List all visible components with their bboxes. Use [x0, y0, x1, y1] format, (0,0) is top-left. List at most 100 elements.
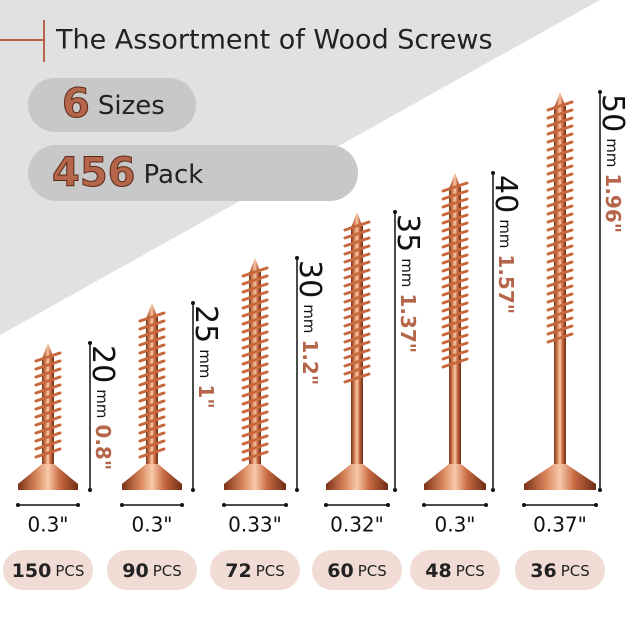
- count-pill: [107, 550, 197, 590]
- screw-thread: [241, 418, 269, 430]
- screw-thread: [343, 244, 371, 256]
- length-unit: mm: [197, 349, 215, 378]
- screw-thread: [441, 349, 469, 361]
- badge-text: 6 Sizes: [62, 81, 165, 127]
- screw-thread: [138, 367, 166, 379]
- length-end: [491, 488, 495, 492]
- screw-shank: [351, 226, 363, 470]
- screw-head: [224, 464, 286, 490]
- count-unit: PCS: [358, 562, 387, 580]
- count-unit: PCS: [55, 562, 84, 580]
- screw-thread: [441, 325, 469, 337]
- screw-head: [326, 464, 388, 490]
- length-label: 50 mm 1.96": [596, 94, 631, 233]
- screw-thread: [241, 386, 269, 398]
- screw-thread: [441, 309, 469, 321]
- count-label: 36 PCS: [530, 560, 590, 582]
- screw-thread: [546, 316, 574, 328]
- count-label: 72 PCS: [225, 560, 285, 582]
- screw-thread: [34, 351, 62, 363]
- screw-thread: [241, 322, 269, 334]
- screw-thread: [546, 332, 574, 344]
- screw-thread: [343, 356, 371, 368]
- screw-thread: [241, 378, 269, 390]
- width-end: [222, 503, 226, 507]
- length-mm: 40: [489, 175, 524, 213]
- screw-thread: [343, 348, 371, 360]
- screw-thread: [34, 375, 62, 387]
- screw-thread: [34, 423, 62, 435]
- count-label: 150 PCS: [12, 560, 85, 582]
- length-unit: mm: [604, 138, 622, 167]
- screw-thread: [441, 357, 469, 369]
- screw-thread: [343, 340, 371, 352]
- screw-thread: [34, 383, 62, 395]
- screw-thread: [138, 311, 166, 323]
- count-pill: [210, 550, 300, 590]
- screw: [326, 212, 388, 490]
- screw-thread: [138, 407, 166, 419]
- screw-thread: [138, 335, 166, 347]
- screw-thread: [343, 300, 371, 312]
- screw-thread: [546, 244, 574, 256]
- length-label: 40 mm 1.57": [489, 175, 524, 314]
- title: The Assortment of Wood Screws: [55, 25, 493, 56]
- screw-thread: [441, 317, 469, 329]
- screw-thread: [138, 399, 166, 411]
- length-mm: 35: [391, 214, 426, 252]
- screw-thread: [343, 252, 371, 264]
- badge-number: 456: [52, 150, 136, 196]
- screw-thread: [441, 333, 469, 345]
- screw-thread: [441, 293, 469, 305]
- screw-shank: [554, 106, 566, 470]
- width-label: 0.33": [228, 513, 282, 537]
- screw-head: [18, 464, 78, 490]
- screw-thread: [343, 324, 371, 336]
- length-end: [88, 488, 92, 492]
- count-number: 72: [225, 560, 251, 582]
- screw-thread: [34, 359, 62, 371]
- screw: [524, 92, 596, 490]
- screw-thread: [241, 338, 269, 350]
- length-end: [295, 256, 299, 260]
- length-mm: 20: [86, 345, 121, 383]
- count-unit: PCS: [153, 562, 182, 580]
- badge-text: 456 Pack: [52, 150, 203, 196]
- count-unit: PCS: [256, 562, 285, 580]
- width-end: [180, 503, 184, 507]
- length-mm: 25: [189, 305, 224, 343]
- screw-thread: [138, 415, 166, 427]
- screw-thread: [441, 221, 469, 233]
- screw-thread: [343, 228, 371, 240]
- screw-thread: [34, 407, 62, 419]
- screw-thread: [241, 266, 269, 278]
- screw-thread: [241, 314, 269, 326]
- screw: [424, 173, 486, 490]
- screw-thread: [241, 402, 269, 414]
- count-number: 150: [12, 560, 52, 582]
- count-unit: PCS: [561, 562, 590, 580]
- length-unit: mm: [399, 258, 417, 287]
- badge-number: 6: [62, 81, 90, 127]
- length-inch: 1.2": [299, 339, 323, 385]
- screw-head: [524, 464, 596, 490]
- screw-thread: [34, 439, 62, 451]
- width-end: [284, 503, 288, 507]
- length-mm: 50: [596, 94, 631, 132]
- screw-thread: [138, 319, 166, 331]
- screw-thread: [441, 261, 469, 273]
- length-unit: mm: [94, 389, 112, 418]
- length-unit: mm: [301, 304, 319, 333]
- count-number: 48: [425, 560, 451, 582]
- screw-thread: [546, 212, 574, 224]
- screw: [122, 303, 182, 490]
- width-end: [120, 503, 124, 507]
- width-label: 0.3": [27, 513, 68, 537]
- screw-thread: [241, 434, 269, 446]
- screw-thread: [343, 372, 371, 384]
- count-unit: PCS: [456, 562, 485, 580]
- screw-thread: [546, 148, 574, 160]
- screw-thread: [241, 362, 269, 374]
- screw-thread: [546, 308, 574, 320]
- screw-thread: [441, 213, 469, 225]
